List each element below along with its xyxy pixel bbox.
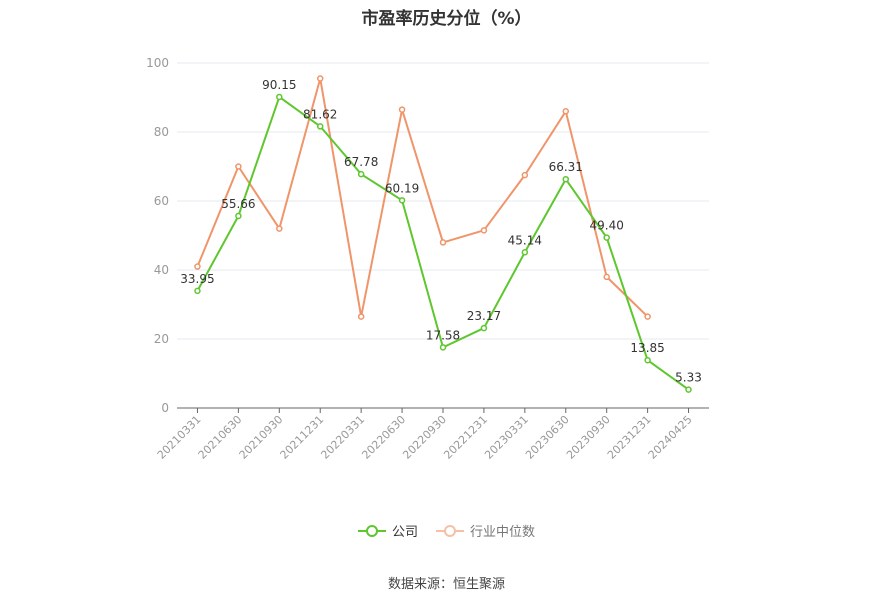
data-point-company: [439, 344, 447, 351]
legend-industry-label: 行业中位数: [470, 525, 536, 540]
data-point-industry: [235, 163, 242, 170]
data-point-company: [521, 249, 529, 256]
y-tick-label: 40: [154, 263, 169, 277]
x-tick-label: 20240425: [646, 413, 695, 462]
data-point-company: [276, 93, 283, 101]
data-label-company: 13.85: [630, 341, 664, 355]
data-point-industry: [194, 263, 201, 270]
data-point-company: [398, 197, 406, 204]
data-point-industry: [521, 171, 529, 179]
data-point-company: [562, 175, 570, 183]
data-label-company: 33.95: [180, 272, 214, 286]
y-tick-label: 60: [154, 194, 169, 208]
data-label-company: 60.19: [385, 181, 419, 195]
data-point-industry: [398, 106, 406, 113]
data-label-company: 45.14: [508, 233, 542, 247]
data-point-industry: [316, 75, 324, 82]
data-label-company: 67.78: [344, 155, 378, 169]
legend-industry-marker: [436, 524, 464, 537]
y-tick-label: 20: [154, 332, 169, 346]
data-point-industry: [357, 313, 365, 320]
series-line-industry: [196, 77, 649, 318]
data-point-industry: [276, 225, 283, 232]
data-point-company: [357, 170, 365, 178]
data-label-company: 23.17: [467, 309, 501, 323]
data-point-company: [194, 287, 201, 295]
data-point-industry: [439, 239, 447, 246]
data-label-company: 49.40: [590, 219, 624, 233]
legend: 公司 行业中位数: [0, 521, 893, 540]
data-point-company: [235, 212, 242, 220]
data-point-company: [685, 386, 692, 393]
data-point-company: [480, 324, 488, 332]
data-point-industry: [480, 227, 488, 234]
y-tick-label: 0: [161, 401, 169, 415]
legend-item-company[interactable]: 公司: [357, 521, 418, 540]
data-label-company: 17.58: [426, 328, 460, 342]
data-point-industry: [562, 108, 570, 115]
data-label-company: 90.15: [262, 78, 296, 92]
data-label-company: 55.66: [221, 197, 255, 211]
data-label-company: 66.31: [549, 160, 583, 174]
y-tick-label: 100: [146, 56, 169, 70]
legend-company-marker: [357, 524, 386, 537]
chart-title: 市盈率历史分位（%）: [361, 9, 532, 29]
legend-company-label: 公司: [391, 525, 418, 540]
data-point-company: [603, 234, 610, 241]
data-point-industry: [603, 273, 610, 281]
chart-svg: 0204060801002021033120210630202109302021…: [146, 56, 709, 462]
data-label-company: 81.62: [303, 107, 337, 121]
data-point-industry: [644, 313, 651, 320]
y-tick-label: 80: [154, 125, 169, 139]
data-label-company: 5.33: [675, 371, 702, 385]
data-source: 数据来源：恒生聚源: [387, 577, 505, 592]
data-point-company: [644, 356, 651, 364]
legend-item-industry[interactable]: 行业中位数: [436, 521, 535, 540]
data-point-company: [316, 123, 324, 130]
